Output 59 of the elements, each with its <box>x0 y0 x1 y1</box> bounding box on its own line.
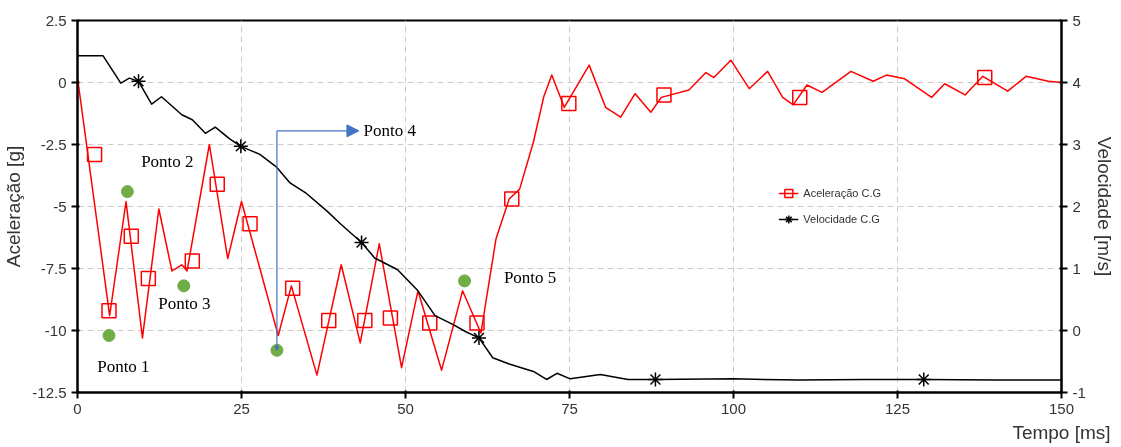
point <box>504 191 520 207</box>
point <box>130 73 147 90</box>
point <box>209 176 225 192</box>
y2-tick-label: 5 <box>1072 11 1081 29</box>
x-tick-label: 0 <box>73 399 82 417</box>
point <box>792 89 808 106</box>
point <box>357 312 373 329</box>
x-axis-title: Tempo [ms] <box>1012 421 1111 443</box>
point <box>469 315 485 331</box>
point <box>656 87 672 103</box>
y-tick-label: -12.5 <box>32 383 67 401</box>
annotation: Ponto 3 <box>158 293 211 313</box>
y-tick-label: -7.5 <box>40 259 67 277</box>
point <box>242 216 258 232</box>
point <box>353 234 370 251</box>
point <box>101 302 117 319</box>
x-tick-label: 50 <box>397 399 414 417</box>
y2-tick-label: 0 <box>1072 321 1081 339</box>
point <box>382 310 399 326</box>
annotation: Ponto 2 <box>141 152 194 172</box>
y2-tick-label: 1 <box>1072 259 1081 277</box>
y-axis-title: Aceleração [g] <box>3 145 25 268</box>
point <box>102 328 116 342</box>
y2-tick-label: -1 <box>1072 383 1086 401</box>
point <box>471 330 487 346</box>
point <box>647 371 664 388</box>
point <box>184 253 201 269</box>
point <box>977 69 993 86</box>
y-tick-label: -5 <box>53 197 67 215</box>
annotation: Ponto 5 <box>503 267 557 287</box>
y-tick-label: -10 <box>44 321 67 339</box>
point <box>422 315 438 331</box>
annotation: Ponto 4 <box>363 121 417 141</box>
x-tick-label: 100 <box>720 399 747 417</box>
annotation: Ponto 1 <box>97 356 150 376</box>
x-tick-label: 125 <box>884 399 911 417</box>
point <box>123 228 140 245</box>
point <box>177 279 191 293</box>
point <box>140 270 157 287</box>
y-tick-label: -2.5 <box>40 135 67 153</box>
x-tick-label: 75 <box>561 399 578 417</box>
point <box>233 138 249 155</box>
legend-label: Velocidade C.G <box>803 213 880 225</box>
legend-label: Aceleração C.G <box>803 187 881 199</box>
point <box>284 280 301 297</box>
y2-axis-title: Velocidade [m/s] <box>1093 136 1115 277</box>
y-tick-label: 0 <box>58 73 67 91</box>
y2-tick-label: 3 <box>1072 135 1081 153</box>
point <box>86 146 103 163</box>
x-tick-label: 25 <box>233 399 250 417</box>
point <box>561 95 577 112</box>
point <box>458 274 472 288</box>
point <box>120 185 134 199</box>
point <box>321 312 337 329</box>
y-tick-label: 2.5 <box>45 11 67 29</box>
x-tick-label: 150 <box>1048 399 1075 417</box>
y2-tick-label: 2 <box>1072 197 1081 215</box>
point <box>915 371 932 388</box>
y2-tick-label: 4 <box>1072 73 1081 91</box>
